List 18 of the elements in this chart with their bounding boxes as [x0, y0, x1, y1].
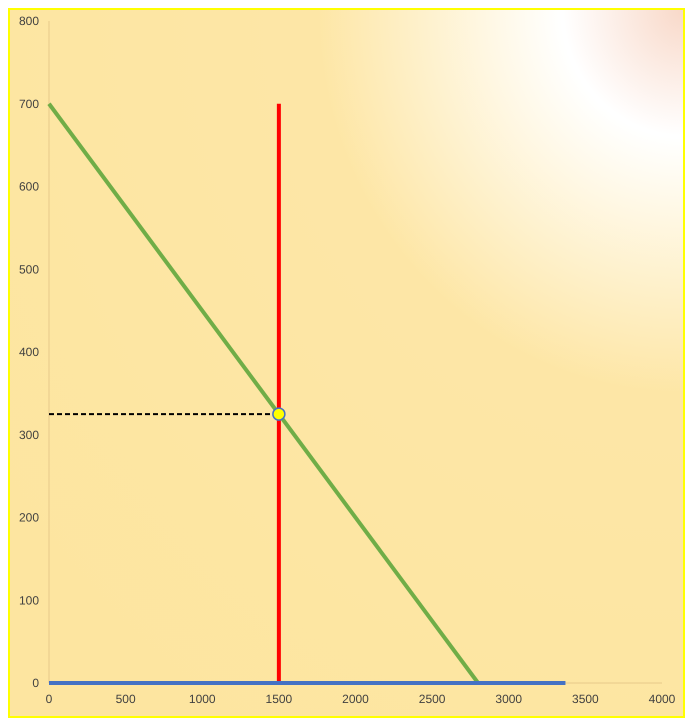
x-tick-label: 3000 — [495, 692, 522, 706]
y-tick-label: 300 — [18, 428, 40, 442]
x-tick-label: 1500 — [266, 692, 293, 706]
y-tick-label: 0 — [32, 676, 40, 690]
y-tick-label: 200 — [18, 510, 40, 525]
y-tick-label: 700 — [18, 96, 40, 111]
x-tick-label: 1000 — [188, 692, 216, 706]
x-tick-label: 2500 — [418, 692, 446, 706]
x-tick-label: 500 — [116, 692, 136, 706]
y-tick-label: 100 — [18, 593, 40, 608]
x-tick-label: 0 — [46, 692, 53, 706]
y-tick-label: 800 — [18, 14, 40, 28]
y-tick-label: 600 — [18, 180, 40, 194]
y-tick-label: 500 — [18, 262, 40, 276]
y-tick-label: 400 — [18, 345, 40, 360]
x-tick-label: 2000 — [342, 692, 370, 706]
x-tick-label: 4000 — [648, 692, 676, 706]
x-tick-label: 3500 — [572, 692, 600, 706]
